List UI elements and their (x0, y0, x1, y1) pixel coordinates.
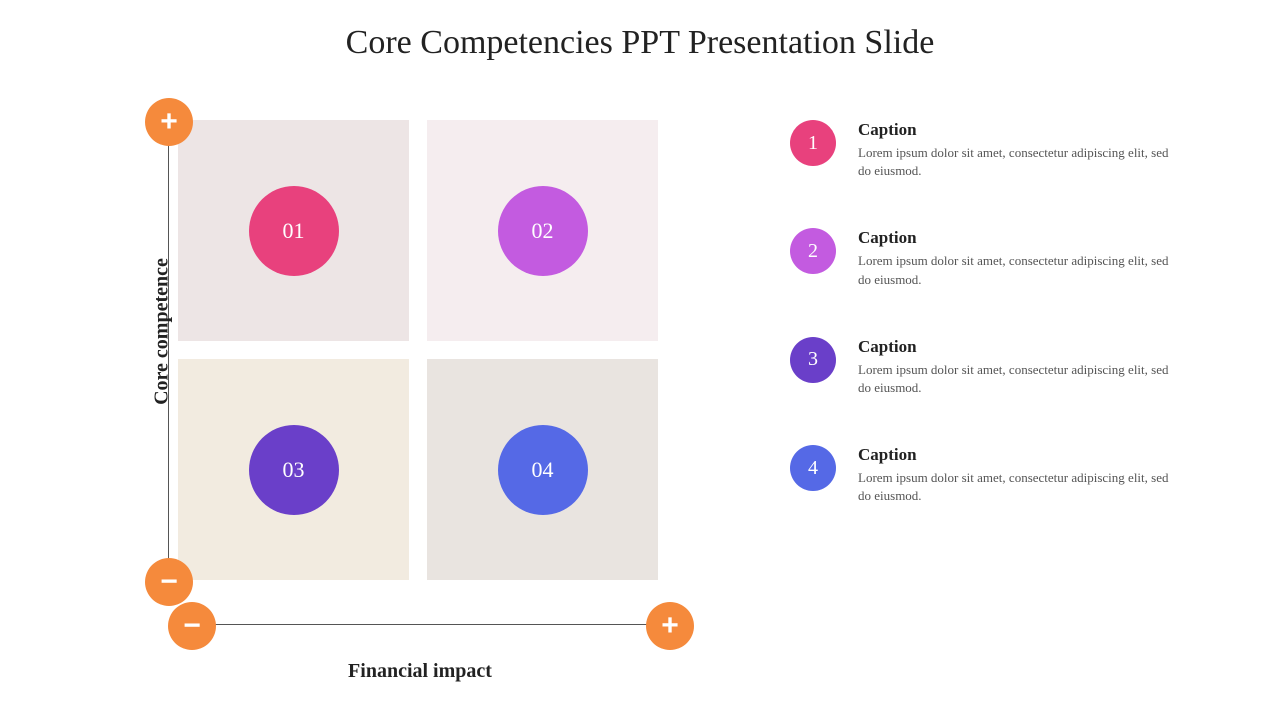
caption-1-body: Lorem ipsum dolor sit amet, consectetur … (858, 144, 1178, 180)
caption-item-3: 3 Caption Lorem ipsum dolor sit amet, co… (790, 337, 1210, 397)
slide: Core Competencies PPT Presentation Slide… (0, 0, 1280, 720)
quadrant-chart: 01 02 03 04 Core competence Financial im… (150, 120, 660, 600)
minus-icon: − (168, 602, 216, 650)
quadrant-4: 04 (427, 359, 658, 580)
caption-list: 1 Caption Lorem ipsum dolor sit amet, co… (790, 120, 1210, 506)
caption-4-circle: 4 (790, 445, 836, 491)
caption-1-circle: 1 (790, 120, 836, 166)
quadrant-grid: 01 02 03 04 (178, 120, 658, 580)
quadrant-4-circle: 04 (498, 425, 588, 515)
caption-1-text: Caption Lorem ipsum dolor sit amet, cons… (858, 120, 1178, 180)
caption-item-2: 2 Caption Lorem ipsum dolor sit amet, co… (790, 228, 1210, 288)
caption-1-title: Caption (858, 120, 1178, 140)
x-axis-label: Financial impact (300, 660, 540, 683)
caption-2-circle: 2 (790, 228, 836, 274)
quadrant-2-circle: 02 (498, 186, 588, 276)
caption-2-title: Caption (858, 228, 1178, 248)
slide-title: Core Competencies PPT Presentation Slide (0, 24, 1280, 62)
quadrant-1-circle: 01 (249, 186, 339, 276)
caption-3-circle: 3 (790, 337, 836, 383)
y-axis-label: Core competence (151, 232, 174, 432)
minus-icon: − (145, 558, 193, 606)
caption-item-4: 4 Caption Lorem ipsum dolor sit amet, co… (790, 445, 1210, 505)
caption-4-text: Caption Lorem ipsum dolor sit amet, cons… (858, 445, 1178, 505)
x-axis-line (190, 624, 660, 625)
quadrant-3: 03 (178, 359, 409, 580)
caption-3-text: Caption Lorem ipsum dolor sit amet, cons… (858, 337, 1178, 397)
caption-3-title: Caption (858, 337, 1178, 357)
caption-2-text: Caption Lorem ipsum dolor sit amet, cons… (858, 228, 1178, 288)
caption-3-body: Lorem ipsum dolor sit amet, consectetur … (858, 361, 1178, 397)
caption-4-body: Lorem ipsum dolor sit amet, consectetur … (858, 469, 1178, 505)
quadrant-2: 02 (427, 120, 658, 341)
plus-icon: + (646, 602, 694, 650)
plus-icon: + (145, 98, 193, 146)
caption-4-title: Caption (858, 445, 1178, 465)
quadrant-1: 01 (178, 120, 409, 341)
quadrant-3-circle: 03 (249, 425, 339, 515)
caption-2-body: Lorem ipsum dolor sit amet, consectetur … (858, 252, 1178, 288)
caption-item-1: 1 Caption Lorem ipsum dolor sit amet, co… (790, 120, 1210, 180)
